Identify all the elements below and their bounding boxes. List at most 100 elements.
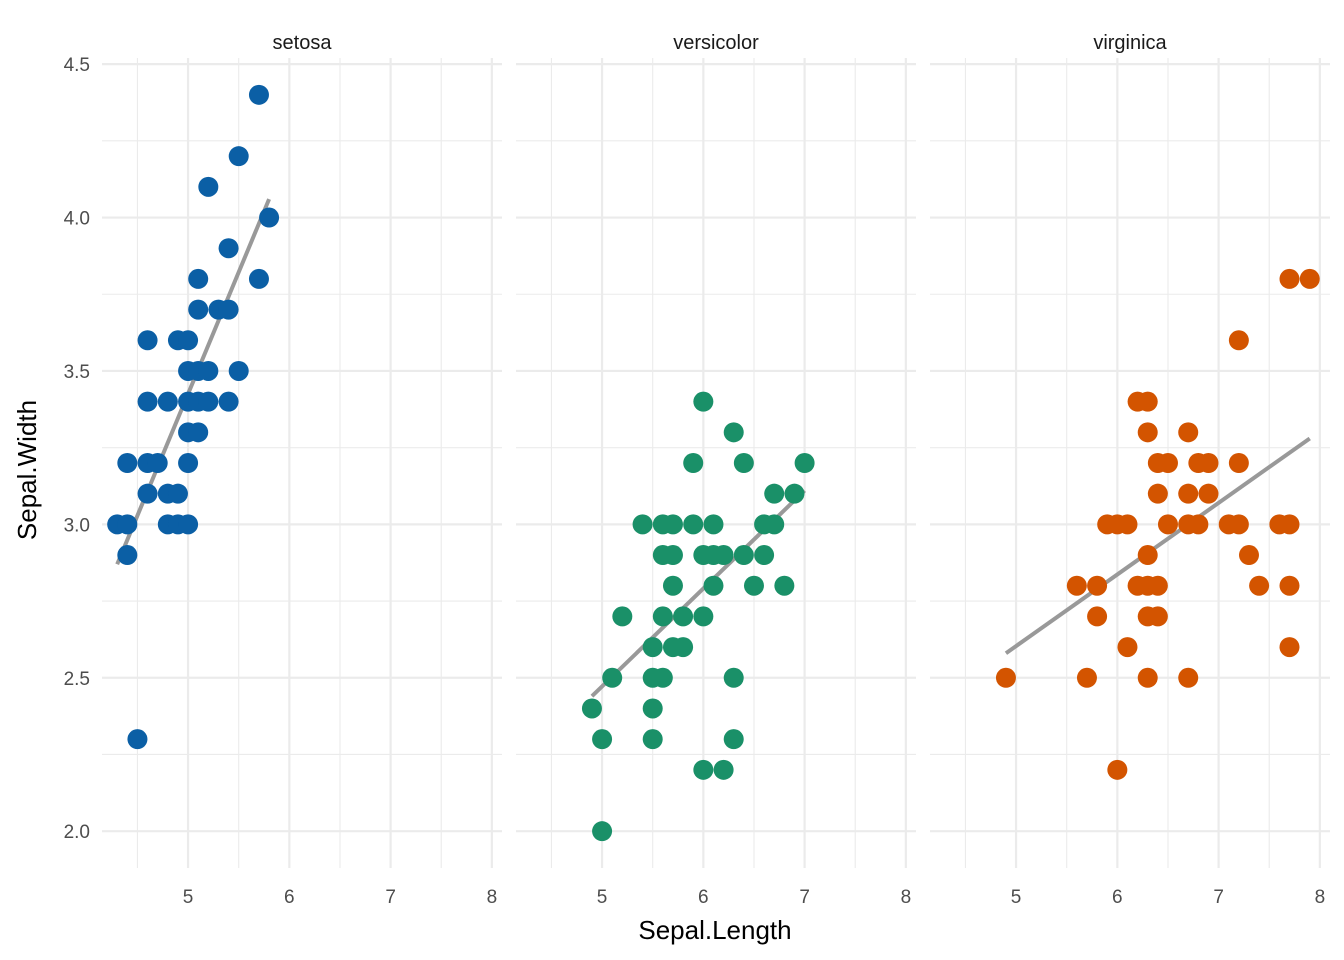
data-point	[1178, 667, 1199, 688]
facet-strip-label: setosa	[273, 32, 333, 54]
data-point	[1238, 545, 1259, 566]
x-tick-label: 6	[284, 887, 295, 908]
data-point	[1279, 575, 1300, 596]
data-point	[703, 514, 724, 535]
data-point	[592, 729, 613, 750]
data-point	[602, 667, 623, 688]
data-point	[693, 759, 714, 780]
data-point	[592, 821, 613, 842]
trend-line	[115, 198, 271, 566]
x-tick-label: 5	[597, 887, 608, 908]
data-point	[157, 391, 178, 412]
data-point	[117, 453, 138, 473]
data-point	[218, 299, 239, 320]
y-tick-label: 3.5	[64, 362, 90, 383]
data-point	[632, 514, 653, 535]
data-point	[1228, 330, 1249, 351]
data-point	[178, 330, 199, 351]
x-tick-label: 8	[487, 887, 498, 908]
data-point	[188, 268, 209, 289]
data-point	[754, 545, 775, 566]
data-point	[662, 514, 683, 535]
data-point	[713, 759, 734, 780]
data-point	[188, 299, 209, 320]
x-tick-label: 6	[1112, 887, 1123, 908]
data-point	[117, 545, 138, 566]
y-tick-label: 3.0	[64, 515, 90, 536]
data-point	[137, 330, 158, 351]
data-point	[228, 146, 249, 167]
data-point	[198, 391, 219, 412]
data-point	[1137, 391, 1158, 412]
x-tick-label: 5	[1011, 887, 1022, 908]
data-point	[248, 84, 269, 105]
data-point	[1087, 575, 1108, 596]
data-point	[581, 698, 602, 719]
x-tick-label: 8	[1315, 887, 1326, 908]
data-point	[1107, 759, 1128, 780]
data-point	[662, 545, 683, 566]
data-point	[1299, 268, 1320, 289]
data-point	[1137, 422, 1158, 443]
data-point	[137, 483, 158, 504]
data-point	[733, 545, 754, 566]
data-point	[1178, 483, 1199, 504]
x-tick-label: 5	[183, 887, 194, 908]
data-point	[178, 453, 199, 473]
data-point	[1228, 514, 1249, 535]
x-tick-label: 7	[799, 887, 810, 908]
facet-strip-label: virginica	[1093, 32, 1167, 54]
data-point	[693, 606, 714, 627]
data-point	[259, 207, 280, 228]
data-point	[1228, 453, 1249, 473]
data-point	[733, 453, 754, 473]
trend-line	[1004, 436, 1311, 655]
data-point	[784, 483, 805, 504]
data-point	[218, 391, 239, 412]
data-point	[1147, 606, 1168, 627]
data-point	[1198, 453, 1219, 473]
data-point	[612, 606, 633, 627]
data-point	[794, 453, 815, 473]
data-point	[723, 729, 744, 750]
data-point	[167, 483, 188, 504]
data-point	[673, 606, 694, 627]
data-point	[147, 453, 168, 473]
data-point	[652, 606, 673, 627]
data-point	[137, 391, 158, 412]
data-point	[198, 360, 219, 381]
data-point	[1279, 637, 1300, 658]
data-point	[1188, 514, 1209, 535]
data-point	[693, 391, 714, 412]
y-tick-label: 2.0	[64, 822, 90, 843]
data-point	[1157, 453, 1178, 473]
data-point	[995, 667, 1016, 688]
data-point	[642, 698, 663, 719]
grid-layer	[102, 58, 1330, 868]
x-tick-label: 7	[1213, 887, 1224, 908]
data-point	[1178, 422, 1199, 443]
data-point	[188, 422, 209, 443]
label-layer: setosa 5 6 7 8 versicolor 5 6 7 8 virginica 5 6 7 8 2.0…	[64, 32, 1326, 908]
x-tick-label: 6	[698, 887, 709, 908]
data-point	[1147, 483, 1168, 504]
y-tick-label: 4.0	[64, 209, 90, 230]
data-point	[764, 514, 785, 535]
facet-strip-label: versicolor	[673, 32, 759, 54]
x-axis-title: Sepal.Length	[638, 915, 791, 945]
data-point	[178, 514, 199, 535]
data-point	[1087, 606, 1108, 627]
data-point	[642, 637, 663, 658]
data-point	[1137, 545, 1158, 566]
data-point	[764, 483, 785, 504]
data-point	[743, 575, 764, 596]
data-point	[683, 453, 704, 473]
point-layer	[107, 84, 1320, 842]
data-point	[1249, 575, 1270, 596]
data-point	[198, 176, 219, 197]
data-point	[662, 575, 683, 596]
data-point	[1157, 514, 1178, 535]
data-point	[228, 360, 249, 381]
data-point	[703, 575, 724, 596]
